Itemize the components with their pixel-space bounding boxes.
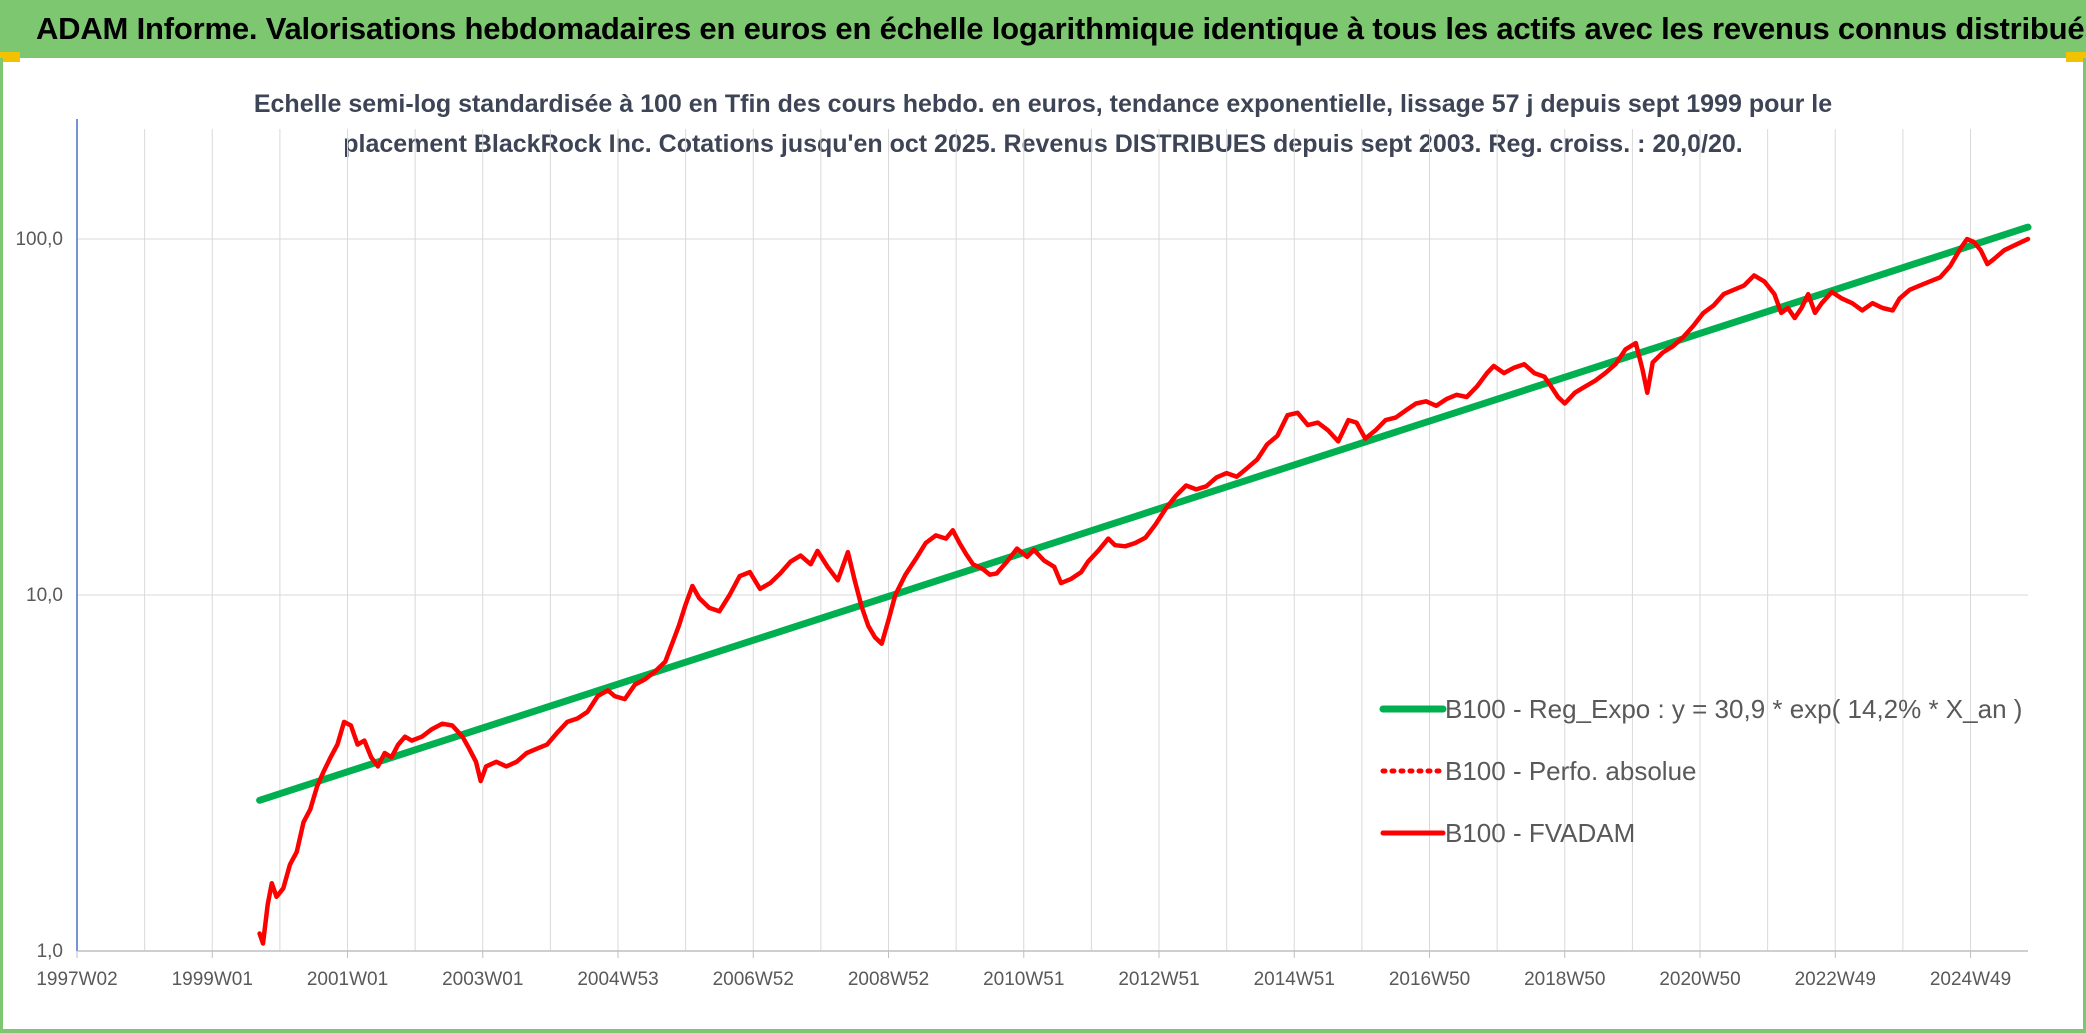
legend-label: B100 - Reg_Expo : y = 30,9 * exp( 14,2% …	[1445, 694, 2022, 724]
legend: B100 - Reg_Expo : y = 30,9 * exp( 14,2% …	[1379, 694, 2022, 848]
axes: 1,0 10,0 100,0 1997W02 1999W01 2001W01 2003W01…	[15, 119, 2028, 990]
legend-label: B100 - FVADAM	[1445, 818, 1635, 848]
series	[256, 223, 2032, 946]
corner-marker-right	[2066, 52, 2086, 64]
frame-border-bottom	[0, 1029, 2086, 1033]
y-tick-label: 10,0	[26, 585, 63, 606]
y-tick-label: 100,0	[15, 229, 63, 250]
y-tick-label: 1,0	[37, 941, 63, 962]
x-tick-label: 2008W52	[848, 969, 929, 990]
chart-title-line-2: placement BlackRock Inc. Cotations jusqu…	[343, 130, 1743, 158]
frame-border-left	[0, 58, 3, 1033]
x-tick-label: 2003W01	[442, 969, 523, 990]
x-tick-label: 2016W50	[1389, 969, 1470, 990]
x-tick-label: 2001W01	[307, 969, 388, 990]
x-tick-label: 2018W50	[1524, 969, 1605, 990]
x-tick-label: 1997W02	[36, 969, 117, 990]
x-tick-label: 2022W49	[1795, 969, 1876, 990]
x-tick-label: 2024W49	[1930, 969, 2011, 990]
chart-title-line-1: Echelle semi-log standardisée à 100 en T…	[253, 90, 1833, 118]
report-banner: ADAM Informe. Valorisations hebdomadaire…	[0, 0, 2086, 58]
corner-marker-left	[0, 52, 20, 64]
chart-title: Echelle semi-log standardisée à 100 en T…	[143, 84, 1943, 164]
x-tick-label: 2020W50	[1659, 969, 1740, 990]
fvadam-line	[257, 236, 2031, 946]
x-tick-label: 2014W51	[1254, 969, 1335, 990]
report-title: ADAM Informe. Valorisations hebdomadaire…	[36, 11, 2086, 46]
x-tick-label: 2010W51	[983, 969, 1064, 990]
x-tick-label: 2004W53	[577, 969, 658, 990]
x-tick-label: 1999W01	[172, 969, 253, 990]
frame-border-right	[2083, 58, 2086, 1033]
regression-line	[256, 223, 2032, 804]
legend-label: B100 - Perfo. absolue	[1445, 756, 1697, 786]
x-tick-label: 2012W51	[1118, 969, 1199, 990]
chart-plot: 1,0 10,0 100,0 1997W02 1999W01 2001W01 2003W01…	[15, 119, 2032, 990]
x-tick-label: 2006W52	[713, 969, 794, 990]
chart-panel: Echelle semi-log standardisée à 100 en T…	[3, 62, 2083, 1028]
